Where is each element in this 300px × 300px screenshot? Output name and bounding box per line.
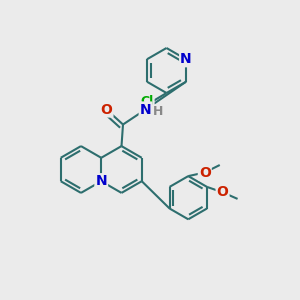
Text: H: H (153, 105, 163, 119)
Text: Cl: Cl (140, 95, 154, 109)
Text: N: N (180, 52, 192, 66)
Text: O: O (217, 185, 229, 199)
Text: O: O (100, 103, 112, 116)
Text: O: O (199, 166, 211, 179)
Text: N: N (140, 103, 151, 116)
Text: N: N (95, 174, 107, 188)
